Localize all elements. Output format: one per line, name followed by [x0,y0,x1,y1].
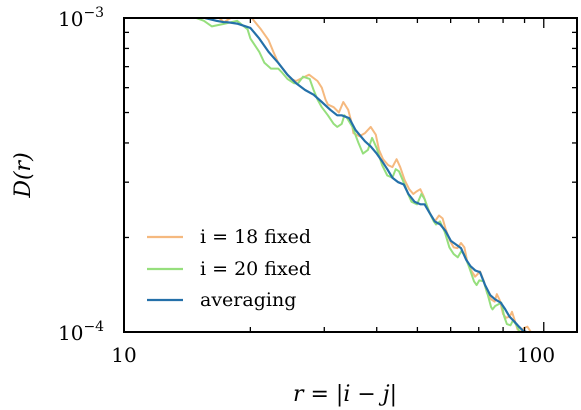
series-line-averaging [204,18,527,332]
series-layer [193,18,532,332]
legend-label-i18: i = 18 fixed [200,226,311,248]
y-tick-bottom-base: 10 [58,321,83,345]
legend-label-averaging: averaging [200,289,296,311]
x-axis-label: r = |i − j| [293,382,397,407]
series-line-i18 [217,18,532,332]
y-tick-label-bottom: 10−4 [58,319,104,345]
series-line-i20 [193,18,523,332]
y-axis-label: D(r) [11,152,36,198]
y-tick-label-top: 10−3 [58,5,104,31]
y-tick-top-base: 10 [58,7,83,31]
y-tick-top-exp: −3 [83,5,104,21]
ticks-layer [123,17,577,333]
x-tick-label-10: 10 [111,343,136,367]
plot-frame [123,17,578,333]
legend-label-i20: i = 20 fixed [200,258,311,280]
legend: i = 18 fixed i = 20 fixed averaging [147,226,311,311]
x-tick-label-100: 100 [517,343,555,367]
y-tick-bottom-exp: −4 [83,319,104,335]
